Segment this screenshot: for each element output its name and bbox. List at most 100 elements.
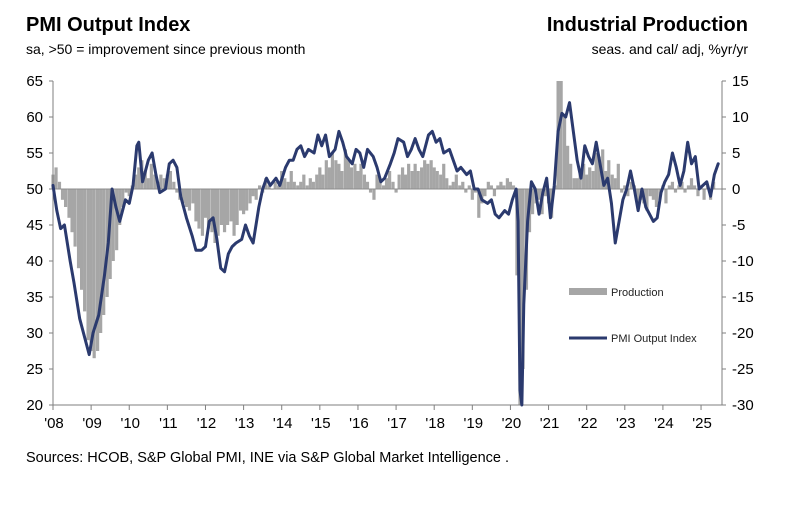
production-bar-130 [464, 189, 468, 193]
production-bar-55 [225, 189, 230, 225]
production-bar-113 [410, 171, 414, 189]
production-bar-203 [696, 189, 700, 197]
left-tick-label: 55 [26, 145, 43, 162]
production-bar-54 [222, 189, 227, 233]
production-bar-153 [537, 189, 541, 200]
production-bar-196 [673, 189, 678, 193]
production-bar-171 [594, 153, 598, 189]
x-tick-label: '19 [464, 415, 484, 432]
production-bar-170 [591, 171, 595, 189]
production-bar-86 [324, 160, 328, 189]
production-bar-121 [435, 171, 439, 189]
production-bar-34 [159, 174, 163, 189]
production-bar-168 [585, 174, 589, 189]
production-bar-56 [229, 189, 233, 222]
production-bar-82 [311, 181, 315, 189]
right-tick-label: 10 [732, 109, 749, 126]
production-bar-29 [143, 171, 147, 189]
production-bar-90 [337, 163, 341, 189]
left-tick-label: 50 [26, 181, 43, 198]
production-bar-138 [489, 185, 493, 189]
production-bar-92 [343, 149, 347, 189]
production-bar-98 [362, 174, 367, 189]
production-bar-61 [245, 189, 249, 211]
production-bar-128 [458, 185, 462, 189]
chart-title-right: Industrial Production [546, 14, 748, 36]
production-bar-64 [254, 189, 258, 200]
production-bar-187 [645, 189, 649, 211]
x-tick-label: '20 [502, 415, 522, 432]
production-bar-184 [635, 189, 639, 204]
production-bar-22 [121, 189, 125, 207]
production-bar-73 [283, 178, 287, 189]
production-bar-87 [327, 167, 331, 189]
production-bar-100 [368, 189, 373, 193]
x-tick-label: '17 [387, 415, 407, 432]
production-bar-137 [486, 181, 490, 189]
production-bar-108 [394, 189, 398, 193]
production-bar-26 [134, 174, 138, 189]
x-tick-label: '25 [692, 415, 712, 432]
production-bar-15 [99, 189, 103, 333]
production-bar-199 [683, 189, 687, 193]
production-bar-27 [137, 167, 141, 189]
production-bar-195 [670, 181, 675, 189]
legend-production-label: Production [611, 287, 664, 299]
production-bar-81 [308, 178, 312, 189]
production-bar-13 [92, 189, 96, 359]
production-bar-6 [70, 189, 74, 233]
production-bar-145 [511, 185, 516, 189]
production-bar-132 [470, 189, 474, 200]
production-bar-4 [63, 189, 68, 207]
left-tick-label: 60 [26, 109, 43, 126]
production-bar-59 [238, 189, 243, 211]
right-tick-label: -20 [732, 325, 754, 342]
production-bar-161 [562, 117, 567, 189]
x-tick-label: '12 [197, 415, 217, 432]
production-bar-3 [60, 189, 65, 200]
production-bar-179 [620, 189, 624, 193]
right-tick-label: -10 [732, 253, 754, 270]
production-bar-32 [153, 174, 157, 189]
production-bar-50 [210, 189, 214, 233]
production-bar-148 [521, 189, 525, 369]
left-tick-label: 35 [26, 289, 43, 306]
production-bar-57 [232, 189, 236, 236]
production-bar-19 [111, 189, 115, 261]
production-bar-7 [73, 189, 77, 247]
left-tick-label: 45 [26, 217, 43, 234]
production-bar-136 [483, 189, 487, 197]
production-bar-111 [404, 174, 408, 189]
production-bar-60 [242, 189, 246, 215]
x-tick-label: '11 [159, 415, 177, 432]
x-tick-label: '24 [654, 415, 674, 432]
production-bar-75 [289, 171, 293, 189]
production-bar-122 [439, 174, 443, 189]
production-bar-106 [388, 171, 392, 189]
production-bar-167 [582, 163, 586, 189]
production-bar-105 [384, 178, 389, 189]
production-bar-39 [175, 189, 179, 193]
production-bar-109 [397, 174, 401, 189]
production-bar-125 [448, 185, 452, 189]
production-bar-197 [677, 185, 681, 189]
production-bar-42 [184, 189, 189, 207]
production-bar-65 [258, 185, 262, 189]
production-bar-200 [686, 185, 691, 189]
chart-title-left: PMI Output Index [26, 14, 191, 36]
production-bar-140 [496, 185, 500, 189]
production-bar-84 [318, 167, 322, 189]
production-bar-91 [340, 171, 344, 189]
production-bar-46 [197, 189, 201, 229]
production-bar-49 [206, 189, 211, 229]
production-bar-201 [689, 178, 694, 189]
right-tick-label: 15 [732, 73, 749, 90]
right-tick-label: -30 [732, 397, 754, 414]
production-bar-198 [680, 181, 684, 189]
right-tick-label: -15 [732, 289, 754, 306]
production-bar-188 [648, 189, 652, 197]
production-bar-194 [667, 185, 671, 189]
production-bar-12 [89, 189, 93, 351]
production-bar-93 [346, 160, 351, 189]
